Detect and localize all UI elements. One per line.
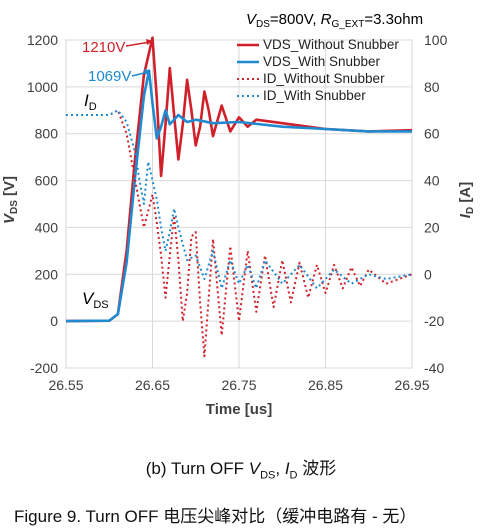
series-group <box>65 36 413 358</box>
x-tick-label: 26.55 <box>48 377 83 393</box>
legend: VDS_Without Snubber VDS_With Snubber ID_… <box>237 37 399 103</box>
y-left-tick-label: 0 <box>50 313 58 329</box>
subcaption-v-sub: DS <box>260 469 276 482</box>
series-line-3 <box>66 109 413 290</box>
legend-label-id-with: ID_With Snubber <box>263 88 366 103</box>
id-trace-label: ID <box>84 91 97 113</box>
series-line-1 <box>65 69 412 323</box>
series-line-2 <box>66 109 413 358</box>
annotation-peak-with: 1069V <box>88 68 131 85</box>
vds-trace-label: VDS <box>82 289 109 311</box>
y-left-tick-label: 1000 <box>27 79 58 95</box>
x-tick-label: 26.75 <box>221 377 256 393</box>
figure-caption: Figure 9. Turn OFF 电压尖峰对比（缓冲电路有 - 无） <box>14 507 417 526</box>
y-left-tick-label: 200 <box>35 266 59 282</box>
subcaption-sep: , <box>275 459 285 478</box>
series-line-0 <box>65 36 413 323</box>
y-left-tick-label: -200 <box>30 360 58 376</box>
subcaption: (b) Turn OFF VDS, ID 波形 <box>0 454 482 481</box>
chart: 26.55 26.65 26.75 26.85 26.95-20002004006008… <box>1 11 476 418</box>
x-axis-title: Time [us] <box>206 401 272 418</box>
legend-label-vds-without: VDS_Without Snubber <box>263 37 399 52</box>
y-left-tick-label: 400 <box>35 219 59 235</box>
subcaption-suffix: 波形 <box>297 459 337 478</box>
x-tick-label: 26.95 <box>394 377 429 393</box>
y-axis-left-title: VDS [V] <box>1 176 20 224</box>
x-tick-label: 26.85 <box>308 377 343 393</box>
y-left-tick-label: 600 <box>35 173 59 189</box>
tick-labels: 26.55 26.65 26.75 26.85 26.95-20002004006008… <box>27 32 448 393</box>
y-left-tick-label: 1200 <box>27 32 58 48</box>
y-right-tick-label: 60 <box>424 126 440 142</box>
y-right-tick-label: 100 <box>424 32 448 48</box>
annotation-arrowhead-with <box>144 69 151 75</box>
y-right-tick-label: -20 <box>424 313 444 329</box>
y-right-tick-label: 40 <box>424 173 440 189</box>
annotation-arrowhead-without <box>146 39 153 45</box>
y-right-tick-label: 80 <box>424 79 440 95</box>
y-right-tick-label: -40 <box>424 360 444 376</box>
y-right-tick-label: 20 <box>424 219 440 235</box>
legend-label-id-without: ID_Without Snubber <box>263 71 385 86</box>
subcaption-v: V <box>248 459 261 478</box>
condition-text: VDS=800V, RG_EXT=3.3ohm <box>246 11 423 30</box>
y-axis-right-title: ID [A] <box>457 182 476 218</box>
legend-label-vds-with: VDS_With Snubber <box>263 54 381 69</box>
y-right-tick-label: 0 <box>424 266 432 282</box>
annotation-peak-without: 1210V <box>82 39 125 56</box>
y-left-tick-label: 800 <box>35 126 59 142</box>
x-tick-label: 26.65 <box>135 377 170 393</box>
subcaption-i: I <box>284 459 290 478</box>
annotation-arrow-without <box>125 41 151 47</box>
subcaption-prefix: (b) Turn OFF <box>145 459 249 478</box>
subcaption-i-sub: D <box>289 469 298 482</box>
